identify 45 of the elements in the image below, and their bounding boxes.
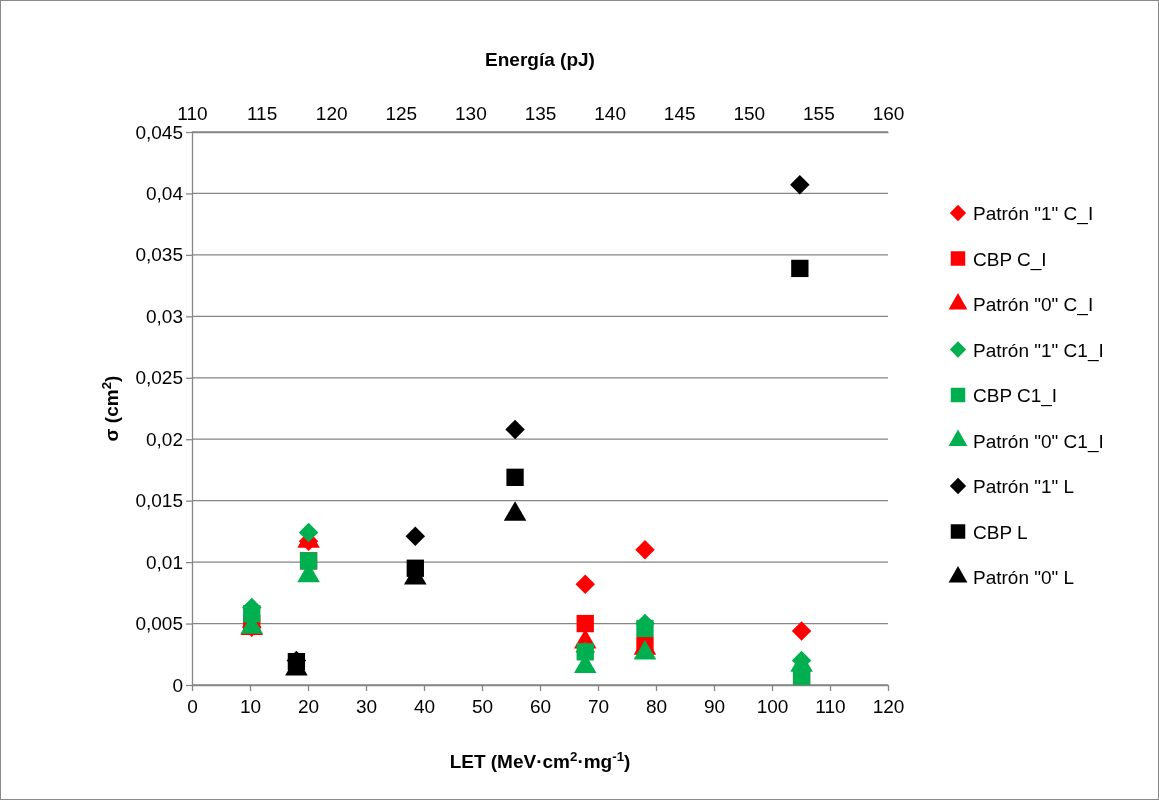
x-tick-label: 20 [297, 696, 320, 717]
y-tick-label: 0,03 [146, 305, 183, 327]
x2-tick-label: 160 [872, 102, 905, 124]
y-tick-label: 0,045 [135, 121, 183, 143]
legend-label: Patrón "0" L [973, 567, 1075, 588]
x-tick-label: 70 [587, 696, 610, 717]
x-tick-label: 120 [872, 696, 905, 717]
x2-tick-label: 115 [246, 102, 278, 124]
x-tick-label: 110 [815, 696, 846, 717]
y-tick-label: 0,04 [146, 183, 184, 205]
y-tick-label: 0,02 [146, 428, 183, 450]
y-tick-label: 0 [172, 674, 183, 696]
x2-axis-title: Energía (pJ) [485, 49, 595, 70]
legend-label: Patrón "1" C_I [973, 203, 1094, 225]
x2-tick-label: 150 [733, 102, 766, 124]
x2-tick-label: 130 [455, 102, 487, 124]
x-tick-label: 0 [187, 696, 198, 717]
x2-tick-label: 125 [385, 102, 418, 124]
legend-label: CBP C1_I [973, 385, 1058, 407]
legend-label: Patrón "1" C1_I [973, 339, 1104, 362]
legend-label: CBP C_I [973, 248, 1047, 271]
x2-tick-label: 110 [177, 102, 208, 124]
y-tick-label: 0,005 [135, 613, 183, 635]
x-tick-label: 10 [239, 696, 262, 717]
y-tick-label: 0,015 [135, 490, 183, 512]
x2-tick-label: 120 [315, 102, 348, 124]
y-tick-label: 0,035 [135, 244, 183, 266]
x-tick-label: 60 [529, 696, 552, 717]
x-tick-label: 40 [413, 696, 436, 717]
legend-label: Patrón "0" C_I [973, 294, 1094, 316]
x-tick-label: 80 [645, 696, 668, 717]
x-tick-label: 30 [355, 696, 378, 717]
y-tick-label: 0,01 [146, 551, 183, 573]
legend-label: Patrón "0" C1_I [973, 430, 1104, 453]
x-axis-title: LET (MeV·cm$^{2}$·mg$^{-1}$) [449, 748, 631, 772]
x2-tick-label: 140 [594, 102, 626, 124]
x-tick-label: 100 [756, 696, 789, 717]
legend-label: CBP L [973, 521, 1028, 543]
x2-tick-label: 135 [524, 102, 557, 124]
legend-label: Patrón "1" L [973, 476, 1075, 497]
x-tick-label: 50 [471, 696, 494, 717]
x2-tick-label: 155 [803, 102, 835, 124]
x-tick-label: 90 [703, 696, 726, 717]
x2-tick-label: 145 [663, 102, 696, 124]
y-tick-label: 0,025 [135, 367, 183, 389]
